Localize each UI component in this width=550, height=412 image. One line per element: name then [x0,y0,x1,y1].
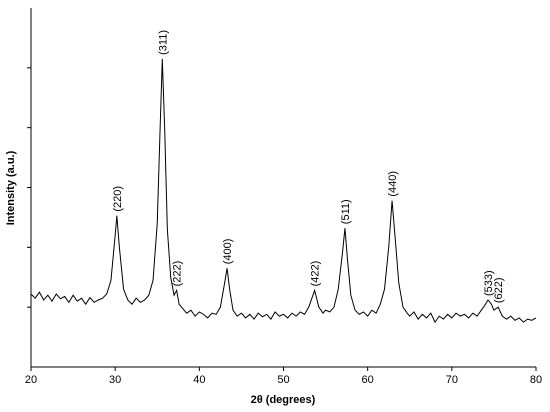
x-tick-label: 30 [109,374,121,386]
y-axis-label: Intensity (a.u.) [5,150,17,225]
peak-label: (400) [222,239,234,265]
peak-label: (220) [112,186,124,212]
x-tick-label: 40 [193,374,205,386]
peak-label: (311) [157,30,169,55]
x-tick-label: 50 [277,374,289,386]
x-axis-label: 2θ (degrees) [251,394,316,406]
x-tick-label: 20 [25,374,37,386]
peak-label: (533) [483,270,495,296]
data-line [30,58,537,324]
x-tick-label: 60 [362,374,374,386]
peak-label: (222) [172,261,184,287]
peak-label: (511) [340,199,352,224]
peak-label: (622) [493,277,505,303]
peak-label: (422) [310,261,322,287]
peak-label: (440) [387,171,399,197]
x-tick-label: 70 [446,374,458,386]
x-tick-label: 80 [530,374,542,386]
